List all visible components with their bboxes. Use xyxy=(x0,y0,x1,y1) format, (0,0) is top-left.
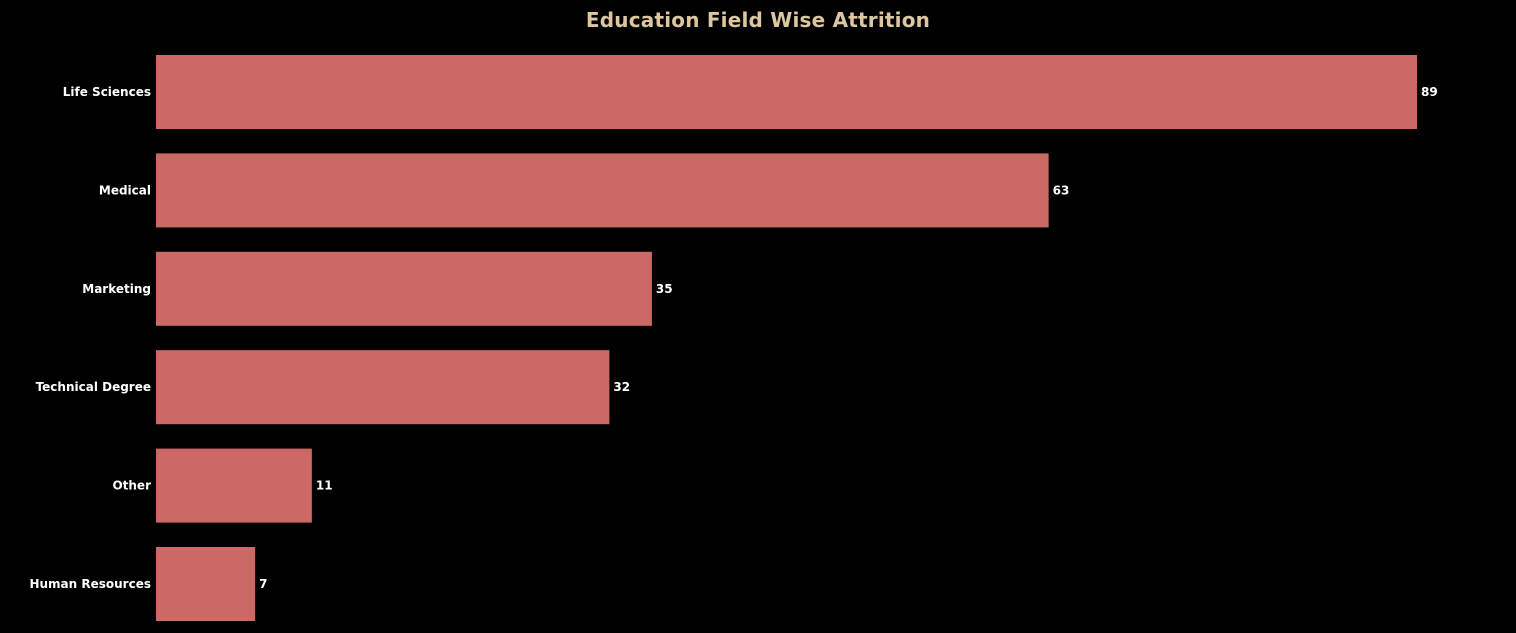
category-label-other: Other xyxy=(112,479,151,493)
bar-life-sciences xyxy=(156,55,1417,129)
bar-other xyxy=(156,448,312,523)
bar-medical xyxy=(156,153,1049,228)
bar-marketing xyxy=(156,251,652,326)
value-label-marketing: 35 xyxy=(656,282,673,296)
value-label-human-resources: 7 xyxy=(259,577,267,591)
chart-title: Education Field Wise Attrition xyxy=(585,8,931,32)
category-label-marketing: Marketing xyxy=(82,282,151,296)
category-label-technical-degree: Technical Degree xyxy=(36,380,151,394)
category-label-life-sciences: Life Sciences xyxy=(63,85,151,99)
value-label-life-sciences: 89 xyxy=(1421,85,1438,99)
category-label-human-resources: Human Resources xyxy=(29,577,151,591)
category-label-medical: Medical xyxy=(99,183,151,197)
bar-technical-degree xyxy=(156,350,610,425)
value-label-other: 11 xyxy=(316,479,333,493)
bars-group: Life Sciences 89 Medical 63 Marketing 35 Techn… xyxy=(29,55,1438,621)
value-label-technical-degree: 32 xyxy=(613,380,630,394)
value-label-medical: 63 xyxy=(1053,183,1070,197)
bar-human-resources xyxy=(156,547,256,621)
